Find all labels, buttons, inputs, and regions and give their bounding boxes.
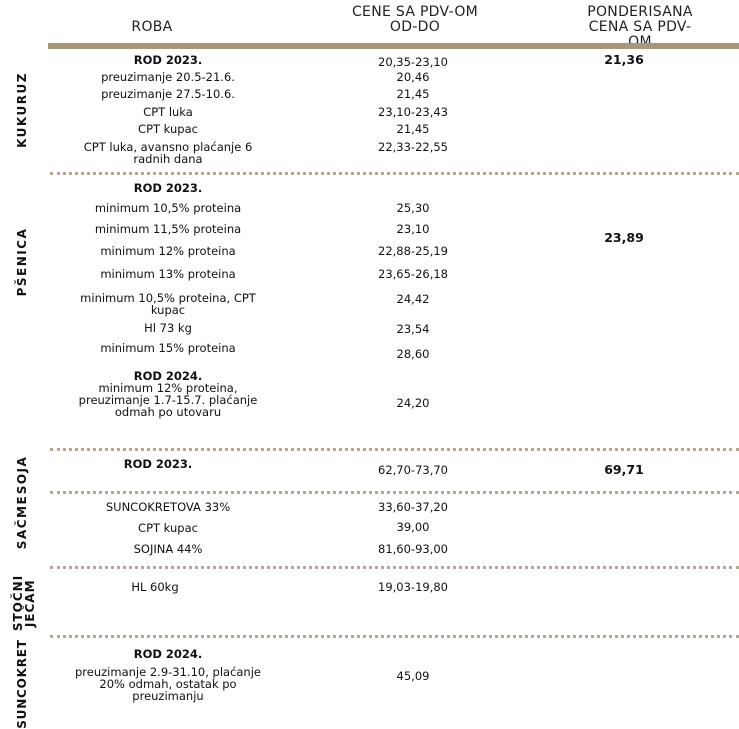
row-item-line: kupac — [150, 303, 186, 317]
category-label-line: JEČAM — [23, 579, 37, 627]
weighted-price: 69,71 — [604, 462, 644, 477]
row-item-line: ROD 2024. — [133, 647, 203, 661]
row-price: 25,30 — [396, 201, 430, 215]
row-item-line: 20% odmah, ostatak po — [99, 677, 237, 691]
row-item-line: preuzimanje 2.9-31.10, plaćanje — [75, 665, 261, 679]
row-item: preuzimanje 20.5-21.6. — [101, 70, 235, 84]
row-item: minimum 12% proteina — [100, 244, 236, 258]
row-item: minimum 11,5% proteina — [94, 222, 242, 236]
row-price: 62,70-73,70 — [378, 463, 448, 477]
row-price: 20,46 — [396, 70, 430, 84]
category-kukuruz: KUKURUZ — [15, 72, 29, 148]
row-price: 22,88-25,19 — [378, 244, 448, 258]
row-item: ROD 2024. minimum 12% proteina, preuzima… — [79, 370, 258, 418]
row-item-line: radnih dana — [133, 152, 203, 166]
header-divider-bar — [48, 43, 739, 49]
row-item: ROD 2024. preuzimanje 2.9-31.10, plaćanj… — [75, 648, 261, 702]
section-divider — [50, 448, 739, 451]
row-price: 24,20 — [396, 396, 430, 410]
row-item: CPT kupac — [138, 521, 198, 535]
row-item: SOJINA 44% — [133, 542, 203, 556]
header-price-range-line2: OD-DO — [389, 19, 441, 35]
section-divider — [50, 491, 739, 494]
row-price: 39,00 — [396, 520, 430, 534]
row-item: Hl 73 kg — [144, 321, 192, 335]
row-item: minimum 10,5% proteina — [94, 201, 242, 215]
header-price-range-line1: CENE SA PDV-OM — [351, 4, 479, 20]
row-price: 23,10-23,43 — [378, 105, 448, 119]
category-stocni-jecam: STOČNI JEČAM — [11, 575, 37, 631]
row-item-line: CPT luka, avansno plaćanje 6 — [83, 140, 253, 154]
weighted-price: 23,89 — [604, 230, 644, 245]
row-price: 21,45 — [396, 122, 430, 136]
row-item: minimum 10,5% proteina, CPT kupac — [80, 292, 256, 316]
row-item: CPT kupac — [138, 122, 198, 136]
section-divider — [50, 172, 739, 175]
row-item-line: preuzimanju — [132, 689, 204, 703]
row-item: ROD 2023. — [123, 457, 193, 471]
section-divider — [50, 635, 739, 638]
row-price: 23,10 — [396, 222, 430, 236]
row-item: CPT luka — [143, 105, 193, 119]
row-price: 22,33-22,55 — [378, 140, 448, 154]
header-roba: ROBA — [131, 19, 173, 35]
row-item: SUNCOKRETOVA 33% — [105, 500, 231, 514]
row-item: ROD 2023. — [133, 53, 203, 67]
row-item-line: preuzimanje 1.7-15.7. plaćanje — [78, 393, 258, 407]
row-item-line: minimum 12% proteina, — [98, 381, 238, 395]
row-price: 23,54 — [396, 322, 430, 336]
category-psenica: PŠENICA — [15, 227, 29, 297]
row-item: ROD 2023. — [133, 181, 203, 195]
section-divider — [50, 566, 739, 569]
category-sacme: SAČME — [15, 494, 29, 550]
row-price: 33,60-37,20 — [378, 500, 448, 514]
row-price: 28,60 — [396, 347, 430, 361]
category-soja: SOJA — [15, 455, 29, 495]
row-price: 21,45 — [396, 87, 430, 101]
row-item-line: ROD 2024. — [133, 369, 203, 383]
row-price: 45,09 — [396, 669, 430, 683]
row-item-line: odmah po utovaru — [114, 405, 222, 419]
category-suncokret: SUNCOKRET — [15, 639, 29, 729]
header-price-range: CENE SA PDV-OM OD-DO — [352, 5, 478, 35]
row-price: 20,35-23,10 — [378, 55, 448, 69]
row-price: 23,65-26,18 — [378, 267, 448, 281]
row-item: preuzimanje 27.5-10.6. — [101, 87, 235, 101]
row-item-line: minimum 10,5% proteina, CPT — [80, 291, 256, 305]
row-price: 81,60-93,00 — [378, 542, 448, 556]
row-price: 19,03-19,80 — [378, 580, 448, 594]
row-item: minimum 13% proteina — [100, 267, 236, 281]
weighted-price: 21,36 — [604, 52, 644, 67]
row-price: 24,42 — [396, 292, 430, 306]
row-item: HL 60kg — [131, 580, 179, 594]
header-weighted-line1: PONDERISANA — [587, 4, 693, 20]
row-item: minimum 15% proteina — [100, 341, 236, 355]
row-item: CPT luka, avansno plaćanje 6 radnih dana — [84, 141, 253, 165]
